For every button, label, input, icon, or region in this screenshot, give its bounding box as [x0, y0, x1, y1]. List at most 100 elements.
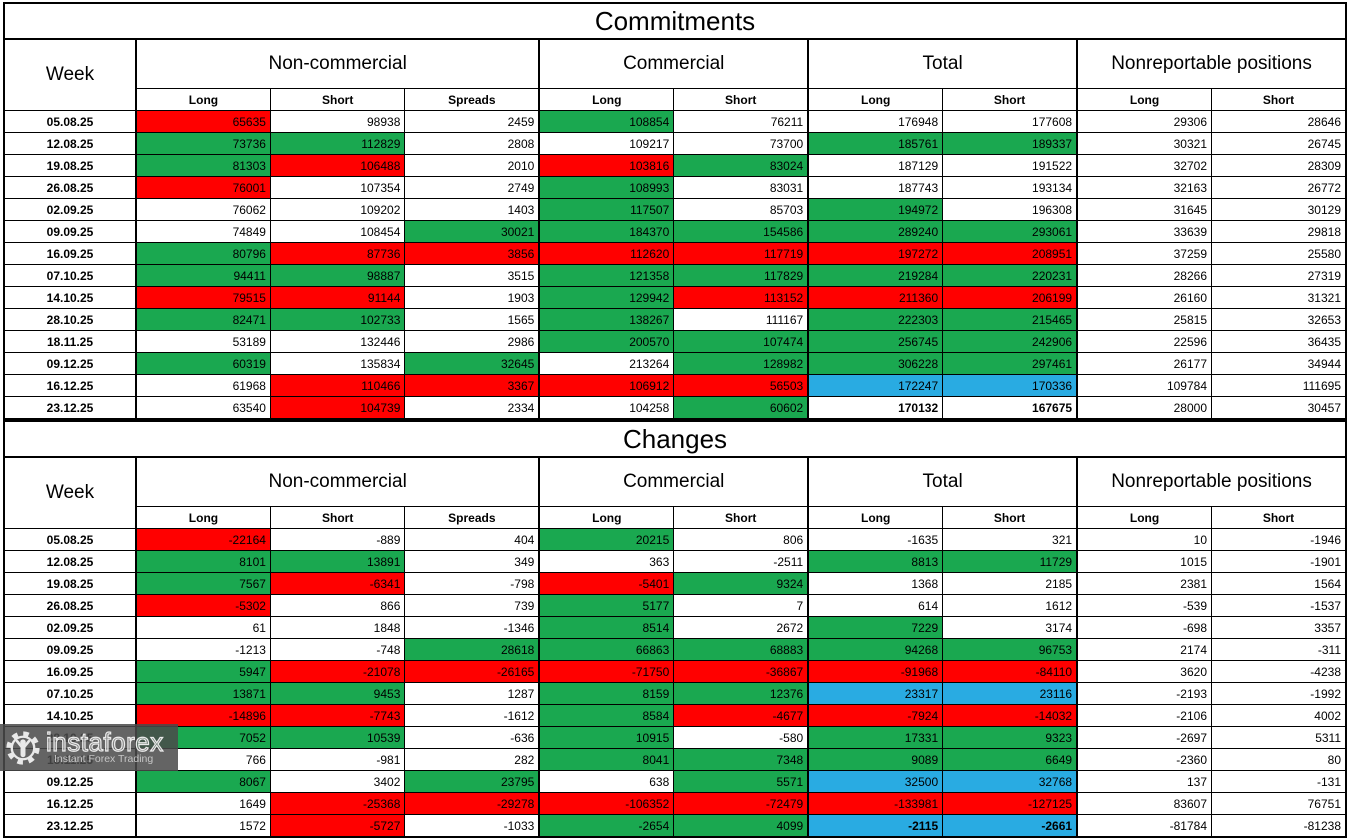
value-cell: 37259 [1076, 242, 1213, 265]
value-cell: 2459 [404, 110, 540, 133]
value-cell: 3367 [404, 374, 540, 397]
value-cell: 170336 [942, 374, 1078, 397]
value-cell: 60602 [673, 396, 809, 420]
value-cell: 104258 [538, 396, 675, 420]
value-cell: 4099 [673, 814, 809, 838]
value-cell: 211360 [807, 286, 944, 309]
value-cell: 32768 [942, 770, 1078, 793]
table-row: 23.12.25 1572 -5727 -1033 -2654 4099 -2115 -266… [3, 814, 1347, 838]
value-cell: 297461 [942, 352, 1078, 375]
subheader-spreads: Spreads [404, 88, 540, 111]
value-cell: 83607 [1076, 792, 1213, 815]
value-cell: -81784 [1076, 814, 1213, 838]
value-cell: 7348 [673, 748, 809, 771]
subheader-short: Short [1211, 506, 1347, 529]
value-cell: 76062 [134, 198, 271, 221]
value-cell: 22596 [1076, 330, 1213, 353]
value-cell: 8514 [538, 616, 675, 639]
value-cell: 110466 [269, 374, 406, 397]
value-cell: 2986 [404, 330, 540, 353]
table-row: 12.08.25 8101 13891 349 363 -2511 8813 11729 101… [3, 550, 1347, 573]
value-cell: 2334 [404, 396, 540, 420]
value-cell: 8813 [807, 550, 944, 573]
value-cell: 208951 [942, 242, 1078, 265]
value-cell: 117507 [538, 198, 675, 221]
value-cell: 8067 [134, 770, 271, 793]
value-cell: 13871 [134, 682, 271, 705]
week-cell: 14.10.25 [3, 286, 137, 309]
value-cell: 36435 [1211, 330, 1347, 353]
value-cell: 187743 [807, 176, 944, 199]
week-cell: 28.10.25 [3, 308, 137, 331]
value-cell: 9089 [807, 748, 944, 771]
value-cell: 1287 [404, 682, 540, 705]
value-cell: 8159 [538, 682, 675, 705]
value-cell: -2193 [1076, 682, 1213, 705]
value-cell: 2672 [673, 616, 809, 639]
value-cell: 185761 [807, 132, 944, 155]
value-cell: 32163 [1076, 176, 1213, 199]
value-cell: 30321 [1076, 132, 1213, 155]
subheader-long: Long [1076, 506, 1213, 529]
value-cell: -2697 [1076, 726, 1213, 749]
value-cell: 194972 [807, 198, 944, 221]
value-cell: -106352 [538, 792, 675, 815]
value-cell: 184370 [538, 220, 675, 243]
value-cell: 3357 [1211, 616, 1347, 639]
week-cell: 23.12.25 [3, 814, 137, 838]
value-cell: 28309 [1211, 154, 1347, 177]
value-cell: 7567 [134, 572, 271, 595]
value-cell: 3174 [942, 616, 1078, 639]
sub-header-row: Long Short Spreads Long Short Long Short… [4, 506, 1347, 529]
value-cell: 193134 [942, 176, 1078, 199]
value-cell: 1848 [269, 616, 406, 639]
value-cell: -7924 [807, 704, 944, 727]
subheader-long: Long [134, 506, 271, 529]
table-row: 18.11.25766-9812828041734890896649-23608… [3, 748, 1347, 771]
value-cell: 2381 [1076, 572, 1213, 595]
value-cell: 1015 [1076, 550, 1213, 573]
value-cell: -636 [404, 726, 540, 749]
table-row: 09.12.25 60319 135834 32645 213264 128982 3062… [3, 352, 1347, 375]
value-cell: 121358 [538, 264, 675, 287]
value-cell: -131 [1211, 770, 1347, 793]
value-cell: -84110 [942, 660, 1078, 683]
watermark-tagline-text: Instant Forex Trading [54, 753, 154, 765]
commitments-title: Commitments [3, 2, 1347, 40]
value-cell: 76211 [673, 110, 809, 133]
value-cell: 112829 [269, 132, 406, 155]
value-cell: 20215 [538, 528, 675, 551]
value-cell: 26160 [1076, 286, 1213, 309]
value-cell: 112620 [538, 242, 675, 265]
value-cell: 91144 [269, 286, 406, 309]
value-cell: -7743 [269, 704, 406, 727]
value-cell: 220231 [942, 264, 1078, 287]
value-cell: 13891 [269, 550, 406, 573]
value-cell: 9324 [673, 572, 809, 595]
value-cell: 129942 [538, 286, 675, 309]
table-row: 16.12.25 1649 -25368 -29278 -106352 -72479 -13… [3, 792, 1347, 815]
value-cell: 76751 [1211, 792, 1347, 815]
table-row: 19.08.25 7567 -6341 -798 -5401 9324 1368 2185 23… [3, 572, 1347, 595]
value-cell: 96753 [942, 638, 1078, 661]
value-cell: -1901 [1211, 550, 1347, 573]
group-header-nonreportable: Nonreportable positions [1076, 38, 1347, 89]
value-cell: 293061 [942, 220, 1078, 243]
subheader-long: Long [134, 88, 271, 111]
value-cell: 206199 [942, 286, 1078, 309]
value-cell: 154586 [673, 220, 809, 243]
value-cell: 806 [673, 528, 809, 551]
value-cell: -2654 [538, 814, 675, 838]
value-cell: 2749 [404, 176, 540, 199]
value-cell: 83031 [673, 176, 809, 199]
commitments-table: Commitments Week Non-commercial Commerci… [3, 2, 1347, 421]
value-cell: 81303 [134, 154, 271, 177]
value-cell: 7229 [807, 616, 944, 639]
value-cell: 31321 [1211, 286, 1347, 309]
subheader-long: Long [807, 506, 944, 529]
value-cell: 26745 [1211, 132, 1347, 155]
table-row: 02.09.25 61 1848 -1346 8514 2672 7229 3174 -698 3… [3, 616, 1347, 639]
value-cell: 83024 [673, 154, 809, 177]
subheader-long: Long [807, 88, 944, 111]
value-cell: 132446 [269, 330, 406, 353]
